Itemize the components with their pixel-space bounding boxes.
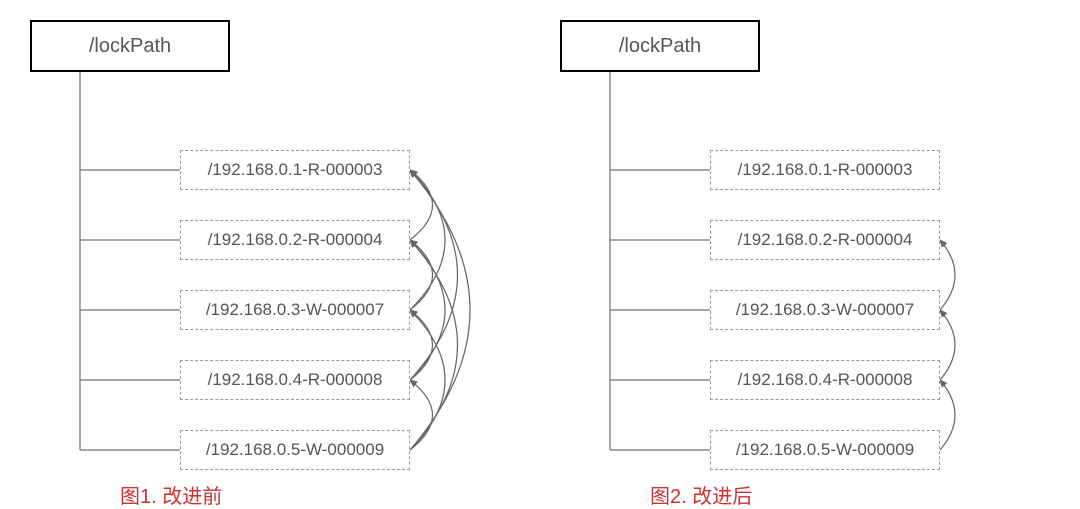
node-label: /192.168.0.3-W-000007 [206,300,384,320]
node-label: /192.168.0.5-W-000009 [736,440,914,460]
root-node: /lockPath [560,20,760,72]
root-label: /lockPath [89,35,171,58]
node-label: /192.168.0.4-R-000008 [208,370,383,390]
tree-node: /192.168.0.2-R-000004 [710,220,940,260]
root-label: /lockPath [619,35,701,58]
tree-node: /192.168.0.2-R-000004 [180,220,410,260]
node-label: /192.168.0.2-R-000004 [738,230,913,250]
tree-node: /192.168.0.3-W-000007 [180,290,410,330]
figure-caption: 图1. 改进前 [120,480,222,509]
tree-node: /192.168.0.3-W-000007 [710,290,940,330]
tree-node: /192.168.0.5-W-000009 [180,430,410,470]
tree-node: /192.168.0.4-R-000008 [180,360,410,400]
node-label: /192.168.0.3-W-000007 [736,300,914,320]
node-label: /192.168.0.1-R-000003 [738,160,913,180]
tree-node: /192.168.0.4-R-000008 [710,360,940,400]
tree-node: /192.168.0.1-R-000003 [180,150,410,190]
node-label: /192.168.0.2-R-000004 [208,230,383,250]
node-label: /192.168.0.4-R-000008 [738,370,913,390]
node-label: /192.168.0.1-R-000003 [208,160,383,180]
tree-node: /192.168.0.1-R-000003 [710,150,940,190]
tree-node: /192.168.0.5-W-000009 [710,430,940,470]
node-label: /192.168.0.5-W-000009 [206,440,384,460]
root-node: /lockPath [30,20,230,72]
figure-caption: 图2. 改进后 [650,480,752,509]
